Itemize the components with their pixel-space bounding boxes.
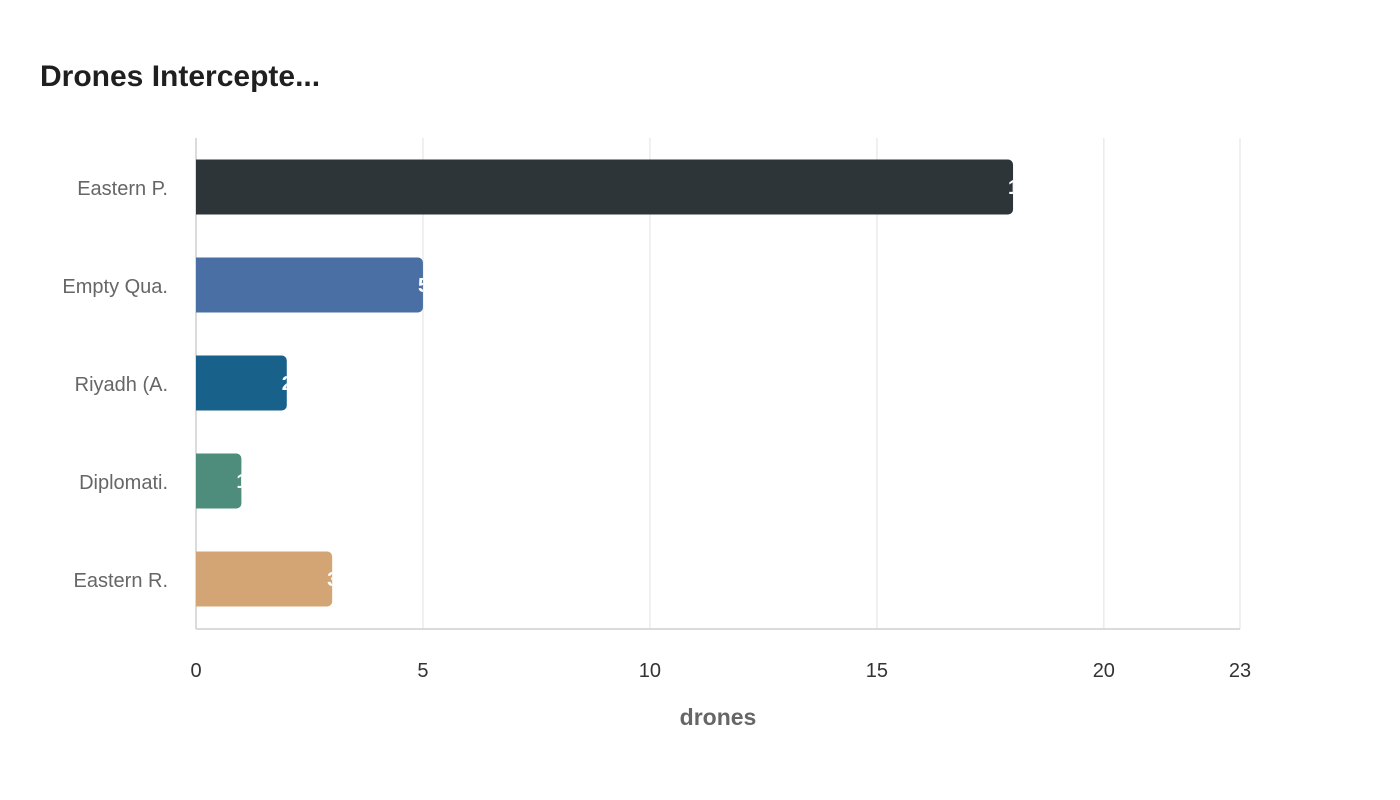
bar-value-label: 3 — [327, 569, 338, 591]
x-tick-label: 5 — [417, 660, 428, 682]
bar — [196, 257, 423, 313]
x-tick-label: 10 — [639, 660, 661, 682]
bar-value-label: 5 — [418, 275, 429, 297]
x-tick-label: 23 — [1229, 660, 1251, 682]
bar-value-label: 18 — [1008, 177, 1030, 199]
bar — [196, 355, 287, 411]
bar-value-label: 1 — [236, 471, 247, 493]
category-label: Diplomati. — [79, 472, 168, 494]
category-label: Riyadh (A. — [75, 374, 168, 396]
bar-left-edge — [196, 257, 202, 313]
x-axis-title: drones — [680, 704, 757, 730]
bar-left-edge — [196, 551, 202, 607]
category-label: Eastern R. — [74, 570, 168, 592]
bar-left-edge — [196, 355, 202, 411]
x-tick-label: 15 — [866, 660, 888, 682]
bar-left-edge — [196, 453, 202, 509]
bar — [196, 453, 242, 509]
bar — [196, 551, 333, 607]
x-tick-label: 0 — [190, 660, 201, 682]
category-label: Empty Qua. — [62, 276, 168, 298]
bar-value-label: 2 — [282, 373, 293, 395]
x-tick-label: 20 — [1093, 660, 1115, 682]
chart-title: Drones Intercepte... — [40, 60, 321, 93]
category-label: Eastern P. — [77, 178, 168, 200]
bar — [196, 159, 1014, 215]
bar-left-edge — [196, 159, 202, 215]
